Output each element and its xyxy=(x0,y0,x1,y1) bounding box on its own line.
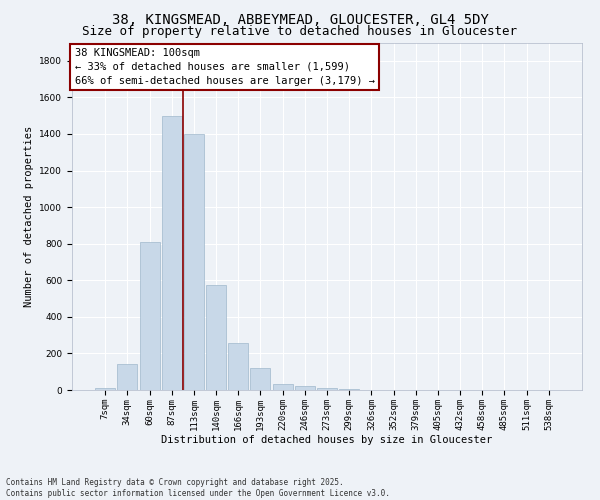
Text: Contains HM Land Registry data © Crown copyright and database right 2025.
Contai: Contains HM Land Registry data © Crown c… xyxy=(6,478,390,498)
Bar xyxy=(184,134,204,390)
Bar xyxy=(317,388,337,390)
Bar xyxy=(228,344,248,390)
Bar xyxy=(295,386,315,390)
Bar xyxy=(272,384,293,390)
Bar xyxy=(118,364,137,390)
Bar xyxy=(162,116,182,390)
Bar xyxy=(95,388,115,390)
Text: 38 KINGSMEAD: 100sqm
← 33% of detached houses are smaller (1,599)
66% of semi-de: 38 KINGSMEAD: 100sqm ← 33% of detached h… xyxy=(74,48,374,86)
Bar xyxy=(140,242,160,390)
Bar xyxy=(206,285,226,390)
Bar xyxy=(339,389,359,390)
Text: Size of property relative to detached houses in Gloucester: Size of property relative to detached ho… xyxy=(83,25,517,38)
Y-axis label: Number of detached properties: Number of detached properties xyxy=(24,126,34,307)
X-axis label: Distribution of detached houses by size in Gloucester: Distribution of detached houses by size … xyxy=(161,436,493,446)
Text: 38, KINGSMEAD, ABBEYMEAD, GLOUCESTER, GL4 5DY: 38, KINGSMEAD, ABBEYMEAD, GLOUCESTER, GL… xyxy=(112,12,488,26)
Bar xyxy=(250,368,271,390)
